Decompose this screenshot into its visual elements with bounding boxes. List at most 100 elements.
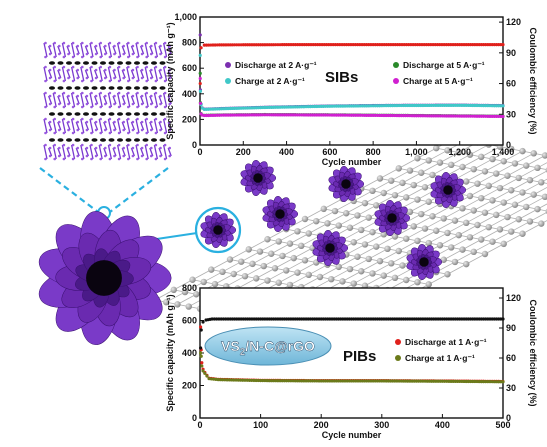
graphene-bond xyxy=(349,258,369,270)
crystal-atom xyxy=(131,120,135,124)
crystal-bond xyxy=(126,66,131,82)
x-tick-label: 100 xyxy=(253,420,268,430)
crystal-atom xyxy=(104,94,107,98)
graphene-bond xyxy=(282,245,302,257)
crystal-atom xyxy=(154,55,158,59)
graphene-atom xyxy=(365,255,372,263)
graphene-atom xyxy=(451,258,459,266)
graphene-atom xyxy=(519,147,526,155)
crystal-atom xyxy=(108,143,112,147)
graphene-atom xyxy=(444,147,451,154)
crystal-atom xyxy=(163,105,167,109)
graphene-atom xyxy=(489,238,496,245)
intercalated-atom xyxy=(83,112,89,116)
legend-marker xyxy=(225,78,231,84)
graphene-atom xyxy=(508,187,515,194)
crystal-atom xyxy=(159,154,162,158)
graphene-atom xyxy=(324,220,331,227)
crystal-atom xyxy=(122,44,125,48)
data-point xyxy=(351,43,355,47)
crystal-bond xyxy=(167,45,172,55)
graphene-atom xyxy=(534,164,541,172)
crystal-bond xyxy=(135,42,140,58)
data-point xyxy=(318,43,322,47)
intercalated-atom xyxy=(49,61,55,65)
graphene-atom xyxy=(384,245,391,253)
graphene-atom xyxy=(305,230,312,237)
graphene-atom xyxy=(470,248,477,256)
intercalated-atom xyxy=(108,61,115,65)
crystal-bond xyxy=(52,92,57,108)
crystal-bond xyxy=(144,92,149,108)
crystal-atom xyxy=(62,79,66,83)
graphene-atom xyxy=(376,257,384,265)
data-point xyxy=(225,378,229,382)
crystal-atom xyxy=(136,55,139,59)
graphene-atom xyxy=(538,179,545,186)
crystal-atom xyxy=(168,68,171,72)
graphene-atom xyxy=(485,182,492,190)
crystal-bond xyxy=(112,121,117,131)
graphene-bond xyxy=(241,251,261,263)
small-flower xyxy=(406,244,443,280)
graphene-bond xyxy=(304,208,324,220)
flower-core xyxy=(253,173,263,183)
crystal-bond xyxy=(126,42,131,58)
graphene-atom xyxy=(474,180,481,187)
crystal-bond xyxy=(103,121,108,131)
crystal-atom xyxy=(62,131,66,135)
crystal-bond xyxy=(66,95,71,105)
graphene-atom xyxy=(373,202,380,209)
graphene-atom xyxy=(478,153,485,161)
data-point xyxy=(232,378,236,382)
crystal-bond xyxy=(61,118,67,134)
data-point xyxy=(304,43,309,47)
crystal-bond xyxy=(98,144,103,160)
legend-label: Charge at 2 A·g⁻¹ xyxy=(235,76,305,86)
data-point xyxy=(298,43,302,47)
crystal-atom xyxy=(113,76,116,80)
intercalated-atom xyxy=(151,138,157,142)
data-point xyxy=(254,378,258,383)
crystal-bond xyxy=(47,121,53,131)
graphene-bond xyxy=(323,198,343,210)
crystal-atom xyxy=(131,128,135,132)
x-tick-label: 500 xyxy=(495,420,510,430)
crystal-atom xyxy=(150,128,153,132)
graphene-atom xyxy=(519,189,526,196)
crystal-atom xyxy=(48,44,52,48)
crystal-atom xyxy=(85,128,89,132)
graphene-bond xyxy=(379,250,399,262)
small-flower xyxy=(374,200,411,236)
graphene-atom xyxy=(440,215,447,222)
crystal-atom xyxy=(81,105,84,109)
crystal-bond xyxy=(89,144,94,160)
data-point xyxy=(199,328,203,332)
y2-tick-label: 60 xyxy=(506,79,516,89)
small-flower xyxy=(328,166,365,202)
graphene-atom xyxy=(264,277,271,284)
crystal-atom xyxy=(117,65,121,69)
graphene-bond xyxy=(496,163,516,174)
graphene-atom xyxy=(331,207,339,215)
graphene-bond xyxy=(462,156,482,168)
crystal-atom xyxy=(76,154,79,158)
intercalated-atom xyxy=(57,61,64,65)
graphene-atom xyxy=(421,184,429,191)
crystal-atom xyxy=(131,44,135,48)
crystal-atom xyxy=(136,117,139,121)
crystal-bond xyxy=(70,92,76,108)
flower-core xyxy=(86,260,122,296)
data-point xyxy=(302,43,306,47)
crystal-bond xyxy=(116,92,122,108)
crystal-atom xyxy=(85,154,89,158)
crystal-atom xyxy=(108,157,112,161)
legend-marker xyxy=(225,62,231,68)
intercalated-atom xyxy=(91,112,98,116)
small-flower xyxy=(240,160,277,196)
crystal-atom xyxy=(94,44,98,48)
crystal-bond xyxy=(66,69,71,79)
graphene-bond xyxy=(507,206,527,218)
crystal-atom xyxy=(53,91,56,95)
crystal-atom xyxy=(99,131,102,135)
